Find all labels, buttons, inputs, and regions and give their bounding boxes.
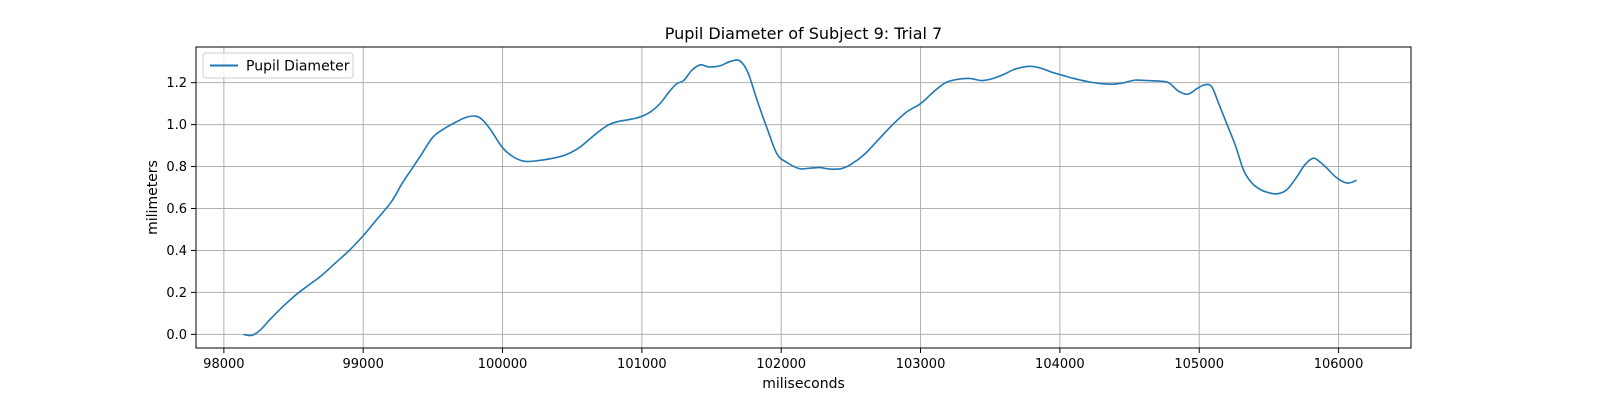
y-tick-label: 1.2 [166, 76, 187, 91]
y-tick-label: 0.4 [166, 244, 187, 259]
x-tick-label: 103000 [896, 357, 946, 372]
y-axis-ticks: 0.0 0.2 0.4 0.6 0.8 1.0 1.2 [166, 76, 196, 343]
x-axis-label: miliseconds [762, 376, 845, 392]
series-line-pupil-diameter [243, 59, 1357, 337]
y-axis-label: milimeters [145, 160, 161, 235]
legend-box [202, 52, 354, 79]
x-tick-label: 106000 [1314, 357, 1364, 372]
series-layer [243, 59, 1357, 337]
chart-title: Pupil Diameter of Subject 9: Trial 7 [665, 24, 942, 43]
y-tick-label: 0.8 [166, 160, 187, 175]
y-tick-label: 0.0 [166, 328, 187, 343]
plot-frame [195, 46, 1412, 349]
x-tick-label: 100000 [478, 357, 528, 372]
x-tick-label: 105000 [1174, 357, 1224, 372]
legend: Pupil Diameter [202, 52, 354, 79]
x-tick-label: 101000 [617, 357, 667, 372]
y-tick-label: 0.6 [166, 202, 187, 217]
y-tick-label: 0.2 [166, 286, 187, 301]
x-tick-label: 104000 [1035, 357, 1085, 372]
grid-lines [196, 47, 1411, 348]
x-tick-label: 102000 [756, 357, 806, 372]
y-tick-label: 1.0 [166, 118, 187, 133]
x-tick-label: 99000 [343, 357, 384, 372]
x-tick-label: 98000 [203, 357, 244, 372]
x-axis-ticks: 98000 99000 100000 101000 102000 103000 104000… [203, 348, 1363, 372]
legend-label-pupil-diameter: Pupil Diameter [246, 59, 350, 75]
